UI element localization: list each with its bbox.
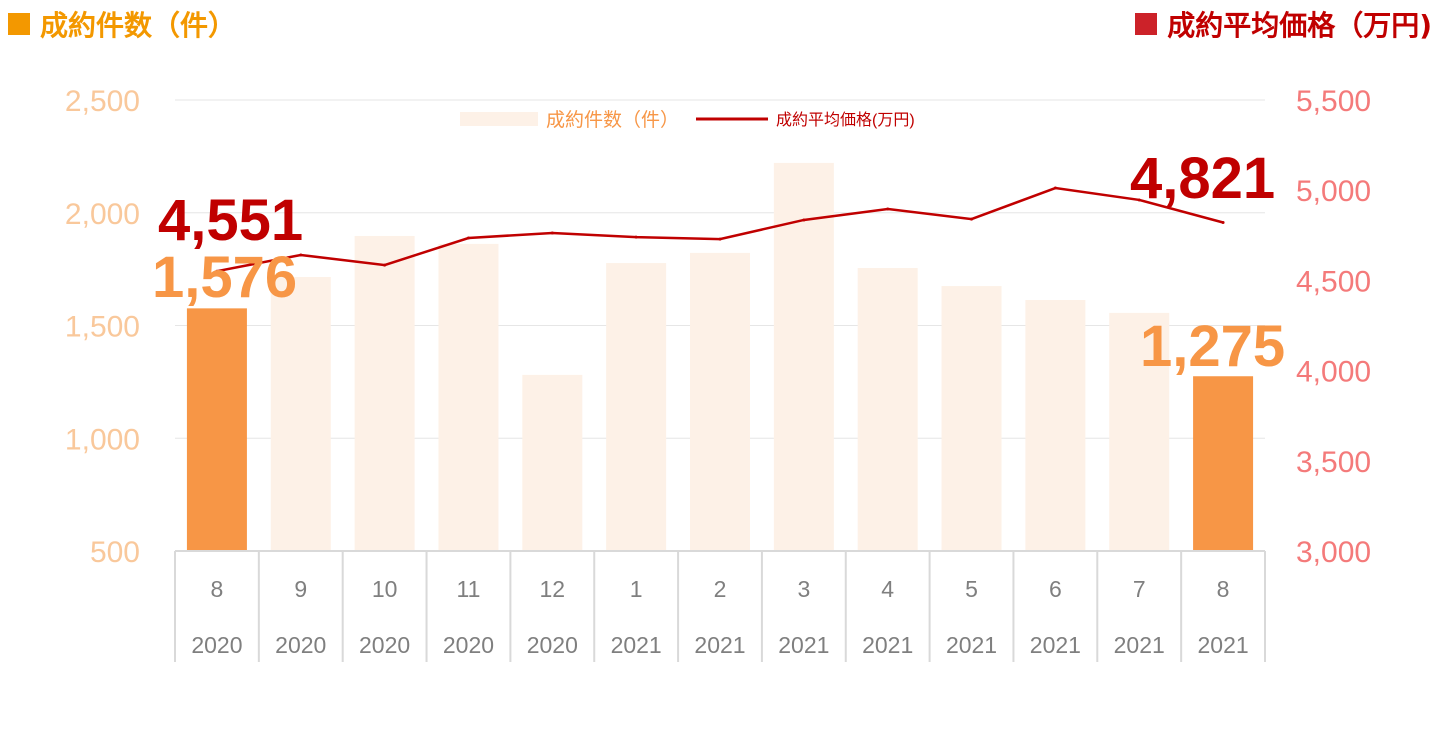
year-label: 2021 [1114,632,1165,658]
year-label: 2021 [1030,632,1081,658]
first-count-label: 1,576 [152,245,297,310]
year-label: 2020 [359,632,410,658]
bar [941,286,1002,551]
year-label: 2021 [1197,632,1248,658]
year-label: 2020 [191,632,242,658]
right-tick-label: 3,000 [1296,536,1371,569]
bar [606,263,667,551]
year-label: 2021 [946,632,997,658]
year-label: 2021 [862,632,913,658]
month-label: 8 [211,576,224,602]
orange-square-icon [8,13,30,35]
legend-line-label: 成約平均価格(万円) [776,111,915,129]
left-tick-label: 500 [90,536,140,569]
bar [354,235,415,551]
left-title-text: 成約件数（件） [40,9,237,42]
right-tick-label: 4,500 [1296,265,1371,298]
last-count-label: 1,275 [1140,314,1285,379]
first-price-label: 4,551 [158,188,303,253]
month-label: 4 [881,576,894,602]
highlight-bar [186,308,247,551]
month-label: 2 [714,576,727,602]
last-price-label: 4,821 [1130,146,1275,211]
left-tick-label: 2,500 [65,85,140,118]
price-point [634,235,638,239]
bar [1109,312,1170,551]
year-label: 2020 [275,632,326,658]
left-tick-label: 2,000 [65,198,140,231]
bar [773,162,834,552]
price-point [299,253,303,257]
month-label: 5 [965,576,978,602]
right-tick-label: 5,500 [1296,85,1371,118]
bar [522,374,583,551]
year-label: 2021 [611,632,662,658]
right-tick-label: 5,000 [1296,175,1371,208]
month-label: 9 [294,576,307,602]
red-square-icon [1135,13,1158,35]
year-label: 2021 [694,632,745,658]
bar [857,267,918,551]
legend-bar-label: 成約件数（件） [546,109,679,131]
price-point [1221,220,1225,224]
bar [438,243,499,551]
right-tick-label: 3,500 [1296,446,1371,479]
price-point [970,217,974,221]
month-label: 3 [797,576,810,602]
price-point [1053,186,1057,190]
price-point [802,218,806,222]
price-point [215,269,219,273]
left-tick-label: 1,000 [65,423,140,456]
left-tick-label: 1,500 [65,311,140,344]
legend-bar-swatch [460,112,538,126]
price-point [550,231,554,235]
month-label: 7 [1133,576,1146,602]
month-label: 10 [372,576,398,602]
bar [1025,300,1086,551]
bar [270,277,331,551]
price-point [886,207,890,211]
year-label: 2020 [443,632,494,658]
year-label: 2020 [527,632,578,658]
right-tick-label: 4,000 [1296,356,1371,389]
right-axis-title: 成約平均価格（万円) [1135,4,1432,44]
bar [690,252,750,551]
highlight-bar [1193,376,1254,551]
month-label: 6 [1049,576,1062,602]
month-label: 11 [457,576,481,602]
price-point [718,237,722,241]
month-label: 12 [540,576,566,602]
price-point [1137,198,1141,202]
month-label: 1 [630,576,643,602]
price-point [383,263,387,267]
year-label: 2021 [778,632,829,658]
right-title-text: 成約平均価格（万円) [1167,9,1432,42]
left-axis-title: 成約件数（件） [8,4,236,44]
month-label: 8 [1217,576,1230,602]
price-point [466,236,470,240]
